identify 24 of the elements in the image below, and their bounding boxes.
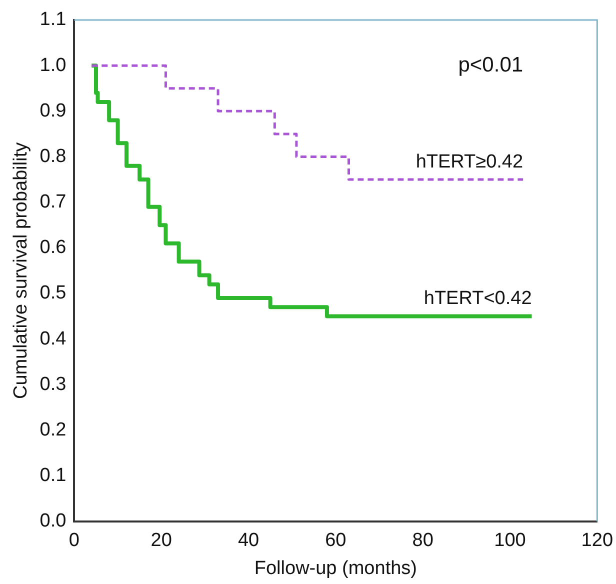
y-tick-label: 0.1 (40, 465, 66, 486)
y-tick-label: 1.0 (40, 54, 66, 76)
y-tick-label: 0.6 (40, 237, 66, 258)
x-tick-label: 20 (150, 530, 172, 552)
y-tick-label: 0.9 (40, 100, 66, 122)
y-tick-label: 0.5 (40, 282, 66, 304)
y-tick-label: 0.7 (40, 192, 66, 213)
y-tick-label: 0.0 (40, 510, 66, 532)
y-tick-label: 0.2 (40, 419, 66, 440)
y-tick-label: 0.8 (40, 146, 66, 167)
x-tick-label: 60 (325, 530, 346, 552)
x-tick-label: 80 (412, 530, 434, 552)
x-tick-label: 40 (238, 530, 260, 552)
series-label: hTERT<0.42 (424, 288, 532, 310)
x-tick-label: 100 (494, 530, 526, 552)
x-tick-label: 120 (581, 530, 613, 552)
y-axis-title: Cumulative survival probability (10, 142, 32, 400)
y-tick-label: 0.3 (40, 374, 66, 395)
series-label: hTERT≥0.42 (416, 151, 524, 172)
annotation: p<0.01 (458, 53, 524, 76)
x-axis-title: Follow-up (months) (254, 558, 417, 579)
x-tick-label: 0 (68, 530, 80, 552)
y-tick-label: 0.4 (40, 328, 67, 350)
y-tick-label: 1.1 (40, 9, 66, 30)
